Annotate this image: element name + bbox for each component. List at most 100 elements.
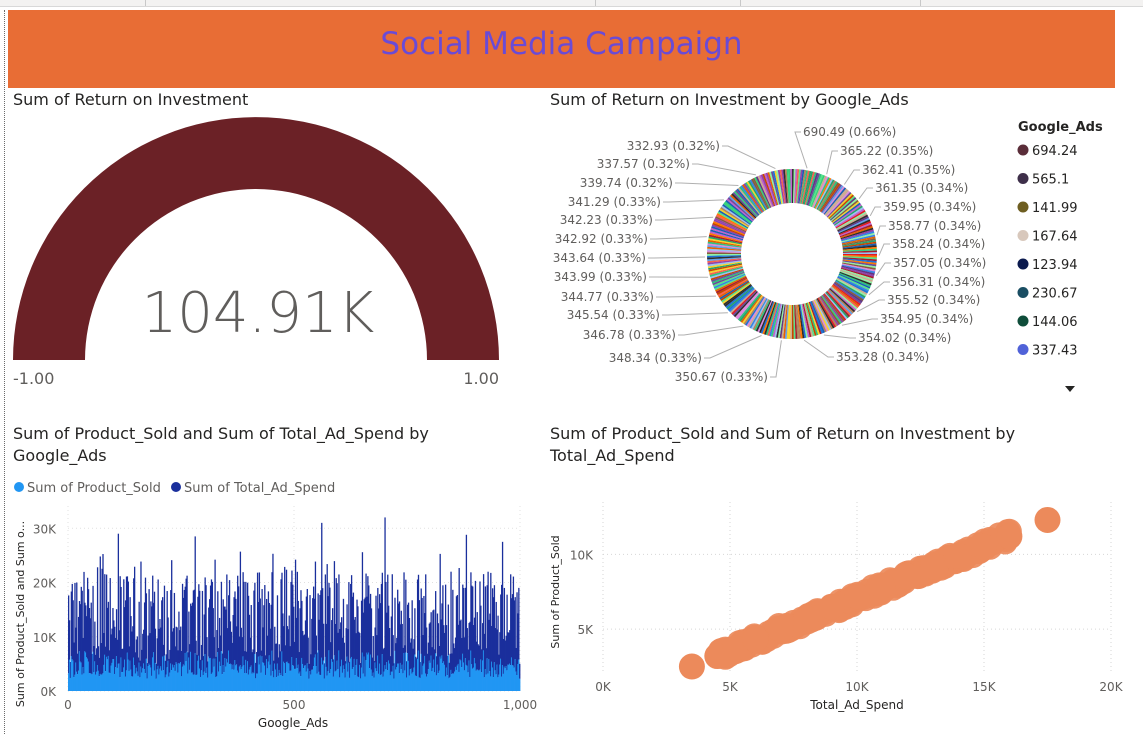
bar-product-sold[interactable] (132, 676, 134, 691)
bar-total-ad-spend[interactable] (320, 590, 322, 676)
donut-slice[interactable] (788, 169, 791, 204)
bar-product-sold[interactable] (336, 660, 338, 691)
bar-product-sold[interactable] (429, 662, 431, 691)
bar-total-ad-spend[interactable] (280, 579, 282, 675)
bar-product-sold[interactable] (83, 673, 85, 691)
bar-total-ad-spend[interactable] (114, 626, 116, 674)
bar-product-sold[interactable] (218, 671, 220, 691)
bar-total-ad-spend[interactable] (92, 585, 94, 652)
donut-slice[interactable] (715, 214, 747, 232)
donut-slice[interactable] (707, 257, 742, 262)
bar-product-sold[interactable] (68, 659, 71, 691)
donut-slice[interactable] (709, 265, 743, 276)
bar-total-ad-spend[interactable] (266, 635, 269, 669)
bar-total-ad-spend[interactable] (322, 588, 324, 665)
donut-slice[interactable] (722, 203, 751, 225)
bar-product-sold[interactable] (88, 673, 91, 691)
bar-total-ad-spend[interactable] (336, 583, 338, 661)
bar-total-ad-spend[interactable] (446, 655, 449, 676)
donut-slice[interactable] (811, 300, 827, 333)
donut-slice[interactable] (808, 173, 822, 207)
bar-product-sold[interactable] (421, 674, 423, 691)
bar-product-sold[interactable] (165, 674, 167, 691)
bar-product-sold[interactable] (322, 664, 324, 691)
bar-product-sold[interactable] (393, 678, 395, 691)
bar-product-sold[interactable] (464, 658, 467, 691)
bar-product-sold[interactable] (198, 655, 200, 691)
bar-product-sold[interactable] (280, 674, 282, 691)
donut-slice[interactable] (842, 238, 876, 246)
donut-slice[interactable] (707, 255, 742, 258)
bar-product-sold[interactable] (305, 671, 308, 691)
bar-product-sold[interactable] (181, 676, 183, 691)
donut-slice[interactable] (833, 205, 863, 226)
bar-product-sold[interactable] (472, 668, 474, 691)
scatter-point[interactable] (844, 583, 870, 610)
donut-slice[interactable] (840, 226, 873, 239)
bar-product-sold[interactable] (338, 650, 340, 691)
bar-product-sold[interactable] (126, 652, 129, 691)
bar-product-sold[interactable] (444, 676, 447, 691)
bar-product-sold[interactable] (184, 652, 186, 691)
bar-product-sold[interactable] (412, 671, 414, 691)
bar-total-ad-spend[interactable] (241, 637, 243, 667)
bar-total-ad-spend[interactable] (206, 637, 208, 668)
donut-slice[interactable] (840, 229, 874, 241)
bar-product-sold[interactable] (344, 677, 346, 691)
bar-total-ad-spend[interactable] (363, 599, 365, 657)
bar-product-sold[interactable] (216, 676, 218, 691)
bar-product-sold[interactable] (247, 674, 250, 691)
bar-product-sold[interactable] (448, 678, 450, 691)
donut-slice[interactable] (717, 211, 748, 230)
bar-total-ad-spend[interactable] (519, 663, 521, 679)
bar-product-sold[interactable] (77, 674, 79, 691)
donut-slice[interactable] (839, 271, 872, 286)
bar-total-ad-spend[interactable] (445, 625, 448, 668)
bar-product-sold[interactable] (466, 665, 468, 691)
bar-total-ad-spend[interactable] (312, 586, 315, 667)
donut-slice[interactable] (829, 288, 856, 313)
bar-product-sold[interactable] (351, 668, 354, 691)
donut-slice[interactable] (770, 303, 781, 337)
bar-product-sold[interactable] (306, 663, 308, 691)
bar-product-sold[interactable] (417, 650, 420, 691)
bar-total-ad-spend[interactable] (421, 597, 423, 675)
bar-product-sold[interactable] (494, 670, 496, 691)
bar-product-sold[interactable] (444, 664, 446, 691)
bar-product-sold[interactable] (123, 667, 125, 691)
bar-product-sold[interactable] (162, 656, 164, 691)
bar-product-sold[interactable] (491, 661, 493, 691)
bar-product-sold[interactable] (501, 676, 503, 691)
bar-total-ad-spend[interactable] (119, 576, 121, 678)
bar-total-ad-spend[interactable] (500, 594, 502, 659)
bar-product-sold[interactable] (383, 671, 385, 691)
donut-slice[interactable] (820, 183, 841, 213)
bar-total-ad-spend[interactable] (515, 648, 517, 672)
bar-product-sold[interactable] (422, 665, 424, 691)
bar-total-ad-spend[interactable] (137, 657, 139, 676)
bar-product-sold[interactable] (463, 662, 465, 691)
bar-product-sold[interactable] (405, 652, 407, 691)
bar-product-sold[interactable] (352, 667, 355, 691)
bar-product-sold[interactable] (295, 658, 298, 691)
bar-total-ad-spend[interactable] (246, 582, 249, 662)
bar-total-ad-spend[interactable] (113, 620, 115, 660)
donut-slice[interactable] (735, 189, 759, 217)
bar-product-sold[interactable] (143, 668, 146, 691)
bar-total-ad-spend[interactable] (237, 586, 240, 673)
donut-slice[interactable] (710, 268, 744, 281)
donut-slice[interactable] (754, 177, 771, 209)
bar-total-ad-spend[interactable] (218, 647, 220, 672)
bar-product-sold[interactable] (74, 674, 76, 691)
bar-product-sold[interactable] (335, 670, 337, 691)
bar-product-sold[interactable] (170, 663, 172, 691)
legend-item-label[interactable]: 694.24 (1032, 144, 1078, 159)
donut-slice[interactable] (836, 277, 868, 296)
bar-total-ad-spend[interactable] (314, 561, 317, 655)
bar-product-sold[interactable] (106, 659, 109, 691)
bar-product-sold[interactable] (155, 678, 157, 691)
bar-total-ad-spend[interactable] (208, 607, 210, 657)
bar-product-sold[interactable] (222, 665, 224, 691)
bar-total-ad-spend[interactable] (370, 608, 373, 670)
donut-slice[interactable] (826, 291, 851, 318)
